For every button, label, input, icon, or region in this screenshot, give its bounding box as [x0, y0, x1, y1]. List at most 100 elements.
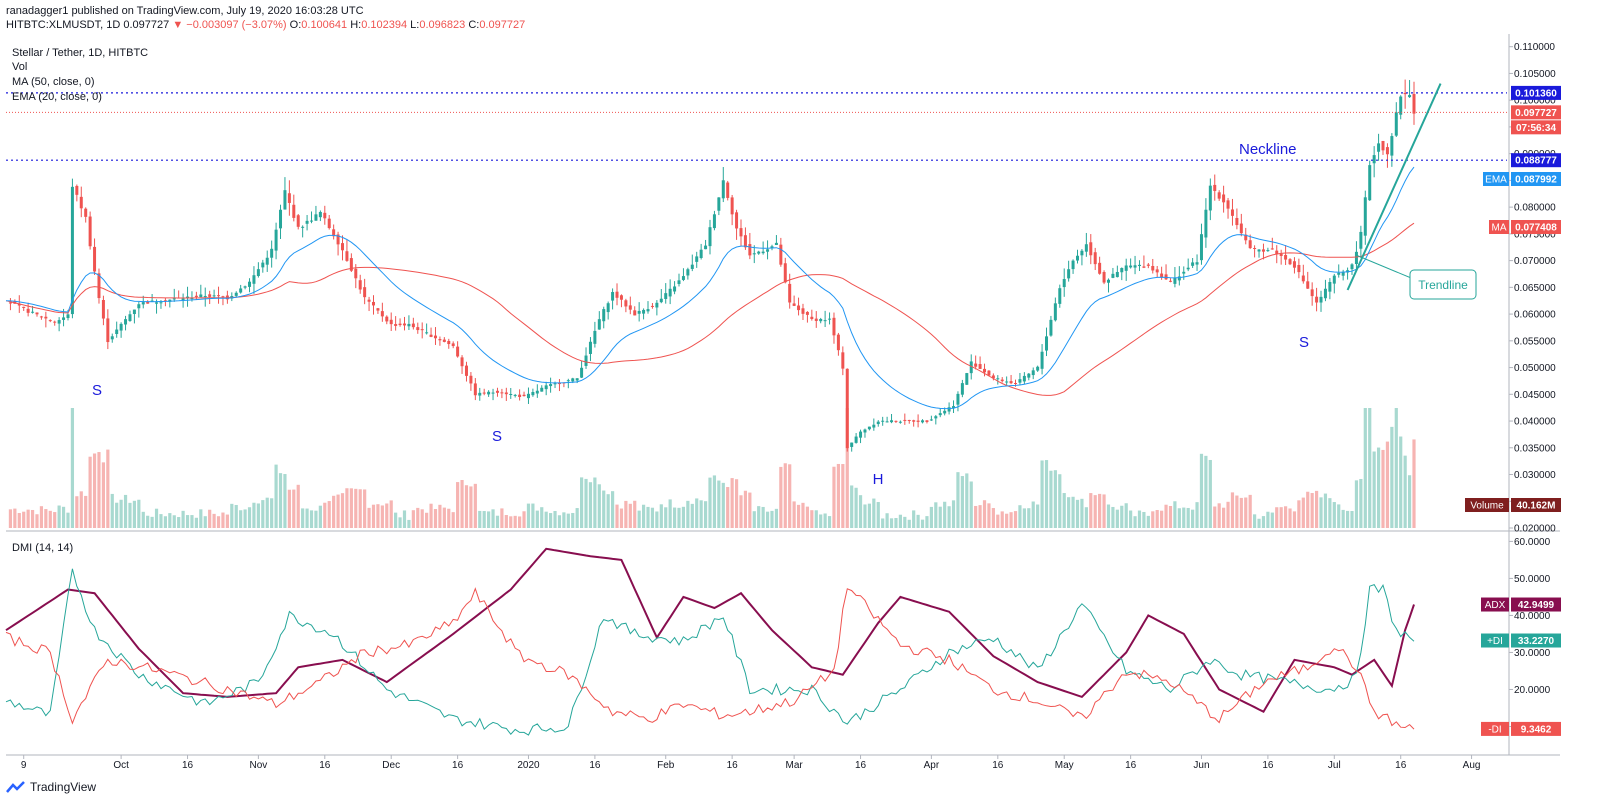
- volume-bar: [154, 508, 159, 528]
- volume-bar: [668, 499, 672, 528]
- candle-body: [1191, 262, 1195, 266]
- volume-bar: [1084, 507, 1088, 528]
- candle-body: [1160, 273, 1164, 278]
- candle-body: [770, 246, 774, 249]
- candle-body: [203, 295, 207, 297]
- volume-bar: [703, 501, 708, 528]
- candle-body: [1133, 265, 1137, 268]
- dmi-tag-adx-name-box: [1481, 597, 1509, 612]
- candle-body: [1332, 275, 1336, 284]
- time-tick-label: 16: [319, 760, 331, 771]
- volume-bar: [761, 506, 765, 528]
- time-tick-label: Feb: [657, 760, 675, 771]
- candle-body: [1129, 265, 1133, 268]
- candle-body: [1399, 96, 1403, 115]
- axis-tag-volume-box: [1511, 498, 1561, 512]
- volume-bar: [615, 504, 619, 528]
- volume-bar: [398, 517, 402, 528]
- time-tick-label: Mar: [786, 760, 804, 771]
- symbol-label: HITBTC:XLMUSDT, 1D: [6, 19, 121, 31]
- candle-body: [261, 262, 265, 268]
- volume-bar: [464, 485, 469, 528]
- candle-body: [1098, 262, 1102, 274]
- tradingview-logo[interactable]: TradingView: [6, 780, 96, 794]
- candle-body: [442, 339, 446, 342]
- candle-body: [867, 426, 871, 430]
- candle-body: [1217, 192, 1221, 199]
- volume-bar: [425, 512, 429, 528]
- candle-body: [97, 273, 101, 299]
- volume-bar: [1115, 509, 1119, 528]
- volume-bar: [1022, 508, 1026, 528]
- shoulder-label-1: S: [92, 382, 102, 399]
- dmi-tag-mdi: 9.3462: [1521, 724, 1552, 735]
- volume-bar: [487, 511, 491, 528]
- candle-body: [761, 251, 765, 254]
- volume-bar: [75, 496, 79, 528]
- dmi-tag-mdi-box: [1511, 721, 1561, 736]
- volume-bar: [1146, 515, 1150, 528]
- candle-body: [389, 319, 393, 325]
- volume-bar: [305, 508, 309, 528]
- time-tick-label: Oct: [113, 760, 129, 771]
- volume-bar: [827, 516, 832, 528]
- candle-body: [664, 293, 668, 299]
- candle-body: [1155, 269, 1159, 273]
- publisher-line: ranadagger1 published on TradingView.com…: [6, 5, 364, 17]
- candle-body: [1164, 274, 1168, 280]
- volume-bar: [70, 408, 75, 528]
- candle-body: [1089, 242, 1093, 256]
- volume-bar: [84, 495, 88, 528]
- volume-bar: [199, 509, 203, 528]
- volume-bar: [1376, 447, 1381, 528]
- volume-bar: [602, 490, 606, 528]
- volume-bar: [1297, 500, 1301, 528]
- volume-bar: [110, 493, 114, 528]
- volume-bar: [101, 462, 106, 528]
- candle-body: [752, 253, 756, 255]
- volume-bar: [57, 505, 61, 528]
- volume-bar: [1244, 497, 1248, 528]
- axis-tag-ema: 0.087992: [1515, 175, 1557, 186]
- candle-body: [1151, 266, 1155, 271]
- candle-body: [828, 318, 832, 320]
- volume-bar: [358, 489, 362, 528]
- volume-bar: [1248, 494, 1252, 528]
- candle-body: [243, 286, 247, 288]
- candle-body: [553, 383, 557, 385]
- volume-bar: [1049, 470, 1053, 528]
- candle-body: [234, 292, 238, 296]
- candle-body: [1385, 147, 1389, 155]
- volume-bar: [30, 509, 35, 528]
- volume-bar: [1067, 497, 1071, 528]
- low-label: L:: [410, 19, 420, 31]
- volume-bar: [332, 495, 336, 528]
- candle-body: [739, 228, 743, 237]
- candle-body: [1173, 277, 1177, 284]
- volume-bar: [863, 504, 867, 528]
- candle-body: [265, 257, 269, 265]
- open-label: O:: [289, 19, 302, 31]
- candle-body: [854, 436, 858, 443]
- candle-body: [637, 310, 641, 314]
- axis-tag-volume-name: Volume: [1470, 501, 1504, 512]
- volume-bar: [1239, 497, 1243, 528]
- candle-body: [1208, 185, 1212, 211]
- volume-bar: [978, 505, 982, 528]
- candle-body: [1323, 288, 1327, 299]
- volume-bar: [318, 505, 322, 528]
- axis-tag-volume: 40.162M: [1517, 501, 1556, 512]
- volume-bar: [898, 514, 902, 528]
- candle-body: [1045, 336, 1049, 351]
- volume-bar: [323, 502, 327, 528]
- volume-bar: [1044, 460, 1049, 528]
- time-tick-label: 16: [992, 760, 1004, 771]
- volume-bar: [1407, 475, 1412, 528]
- volume-bar: [562, 512, 566, 528]
- volume-bar: [13, 508, 17, 528]
- time-tick-label: 16: [182, 760, 194, 771]
- volume-bar: [345, 488, 349, 528]
- candle-body: [1071, 260, 1075, 270]
- volume-bar: [35, 514, 39, 528]
- volume-bar: [1111, 506, 1115, 528]
